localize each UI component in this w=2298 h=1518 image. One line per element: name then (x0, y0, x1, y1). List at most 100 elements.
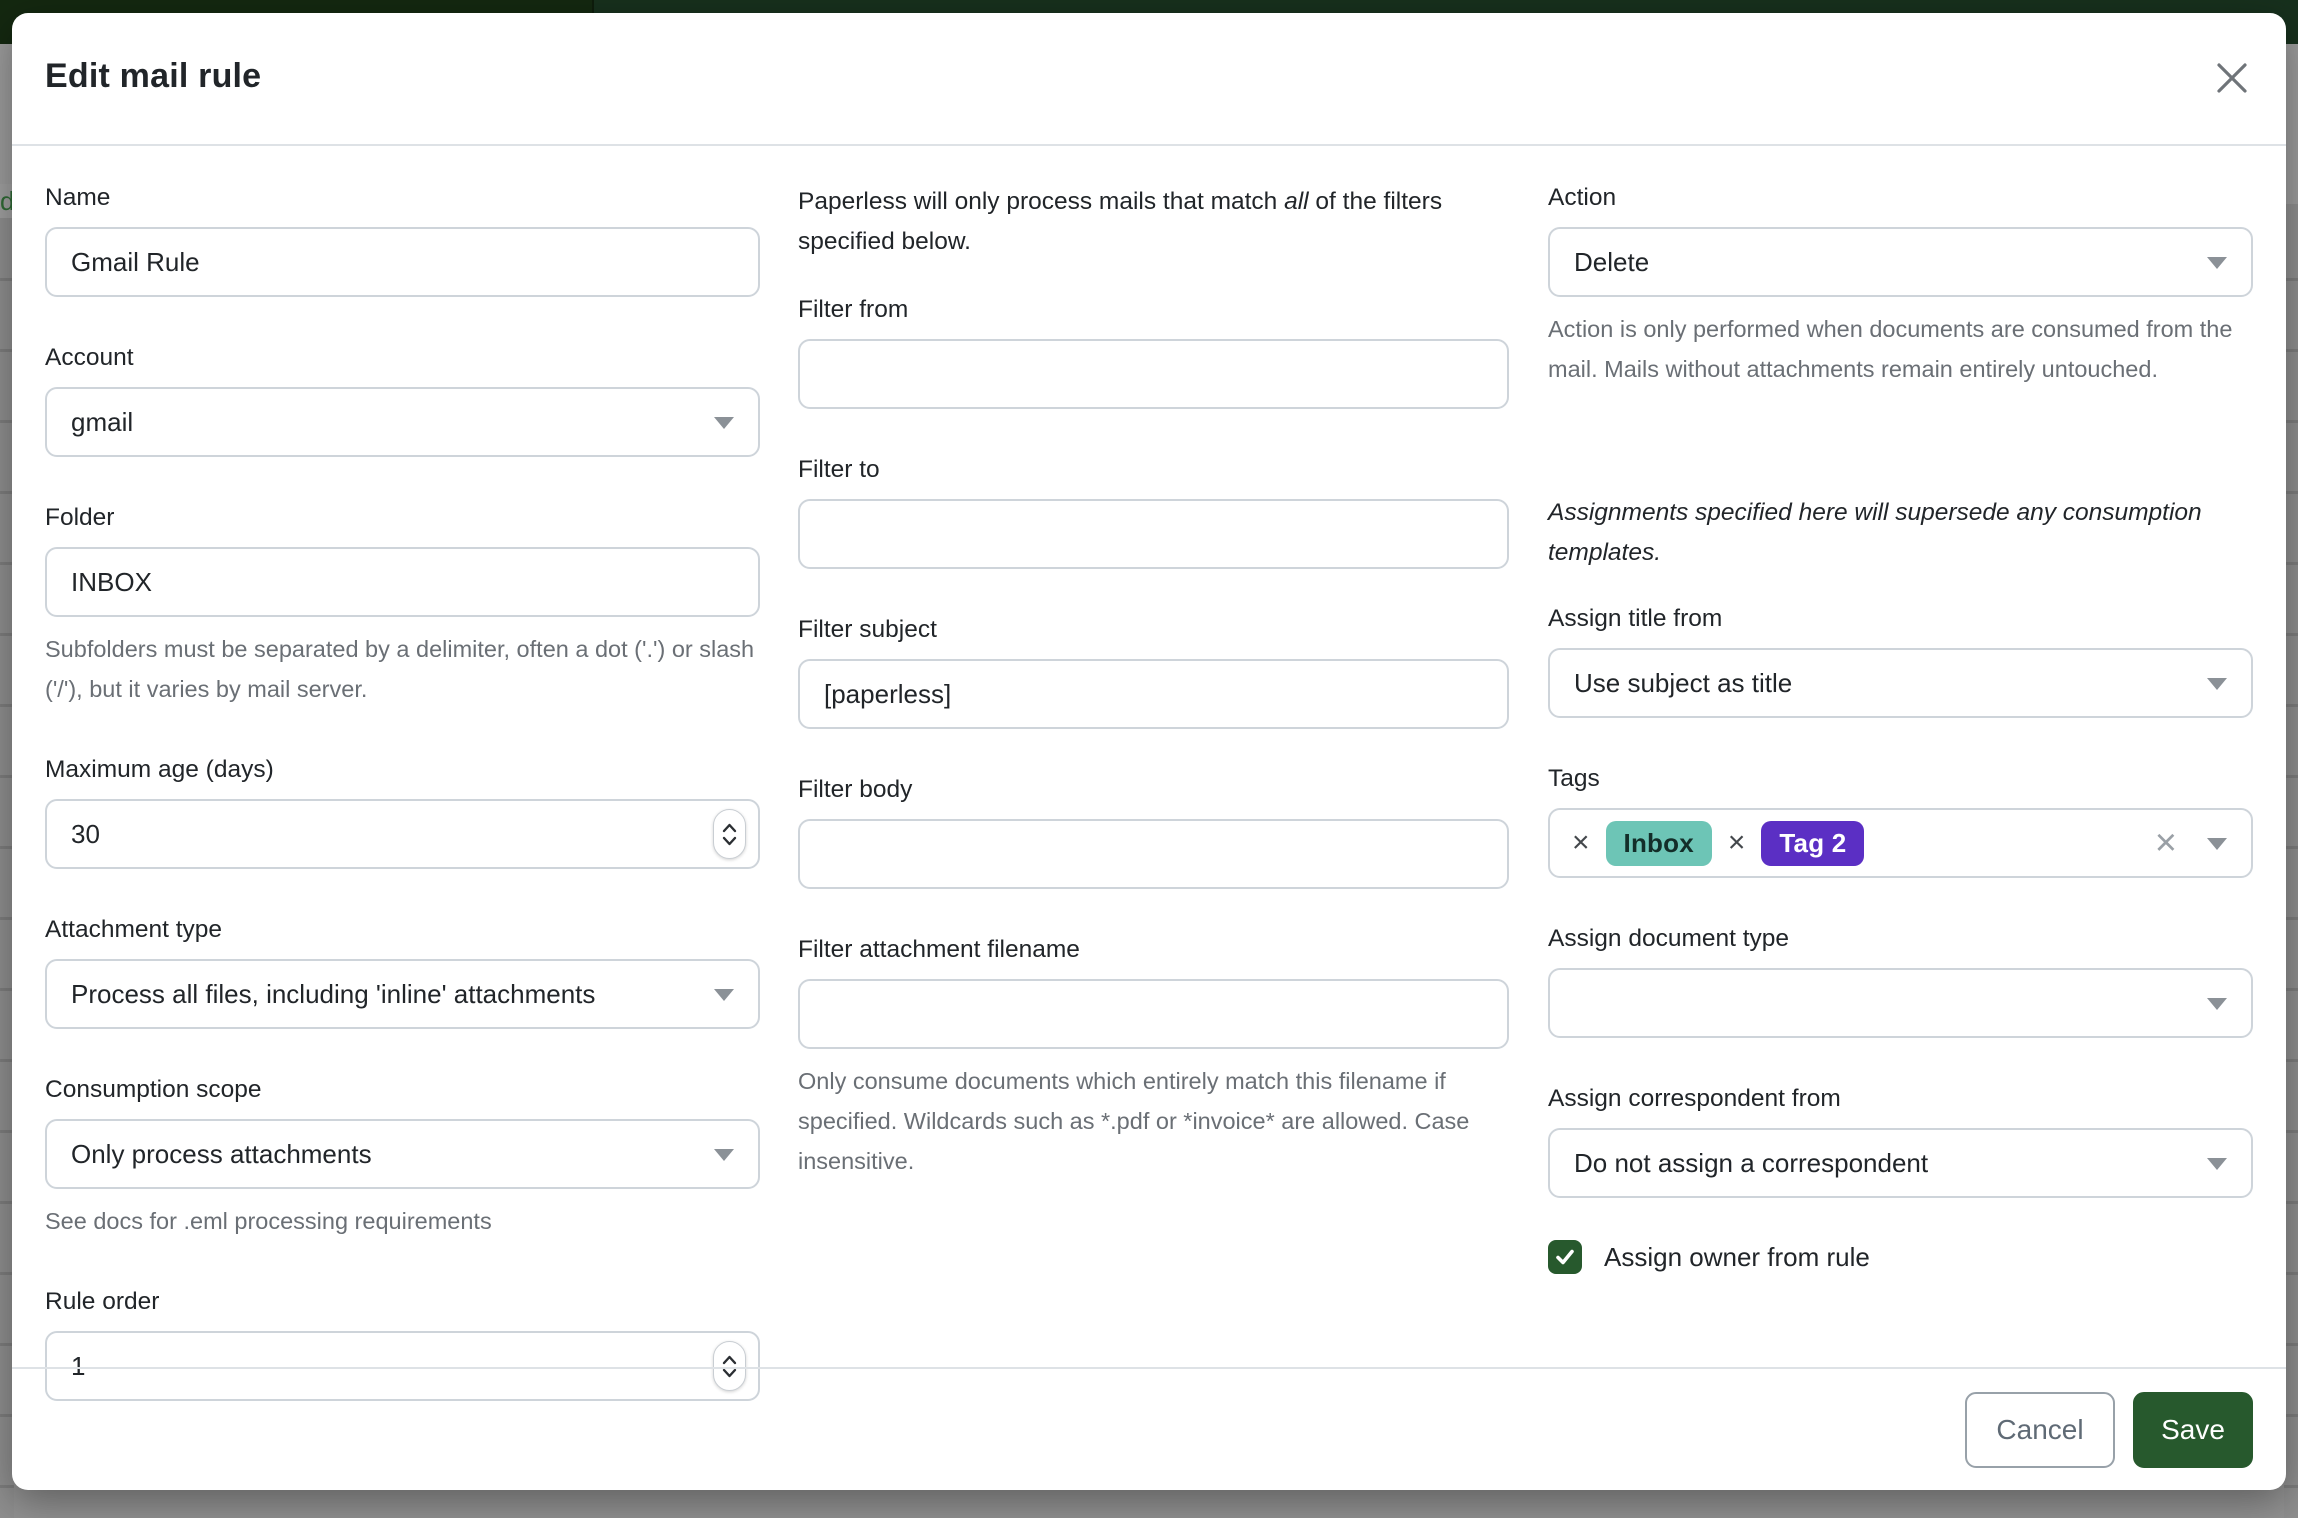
filter-from-input[interactable] (798, 339, 1509, 409)
action-field: Action Delete Action is only performed w… (1548, 182, 2253, 389)
column-filters: Paperless will only process mails that m… (798, 182, 1509, 1226)
attachment-type-field: Attachment type Process all files, inclu… (45, 914, 760, 1029)
assign-owner-label: Assign owner from rule (1604, 1241, 1870, 1272)
assign-correspondent-from-select-value: Do not assign a correspondent (1574, 1147, 1929, 1178)
cancel-button[interactable]: Cancel (1965, 1391, 2115, 1468)
assign-title-from-field: Assign title from Use subject as title (1548, 603, 2253, 718)
tags-multiselect[interactable]: × Inbox × Tag 2 × (1548, 808, 2253, 878)
assign-title-from-label: Assign title from (1548, 605, 1723, 632)
close-button[interactable] (2208, 55, 2256, 103)
column-actions: Action Delete Action is only performed w… (1548, 182, 2253, 1274)
name-label: Name (45, 184, 111, 211)
rule-order-input[interactable] (45, 1331, 760, 1401)
folder-help-text: Subfolders must be separated by a delimi… (45, 636, 755, 702)
assign-owner-checkbox[interactable] (1548, 1240, 1582, 1274)
edit-mail-rule-modal: Edit mail rule Name Account gmail Folder (12, 13, 2286, 1490)
assign-document-type-field: Assign document type (1548, 923, 2253, 1038)
caret-down-icon (2207, 678, 2227, 690)
assign-title-from-select-value: Use subject as title (1574, 667, 1793, 698)
caret-down-icon (714, 989, 734, 1001)
background-page-right-edge (2284, 44, 2298, 1518)
chevron-down-icon (722, 836, 737, 845)
tag-pill-inbox: Inbox (1605, 820, 1712, 866)
folder-label: Folder (45, 504, 115, 531)
save-button[interactable]: Save (2133, 1391, 2253, 1468)
filter-attachment-filename-input[interactable] (798, 979, 1509, 1049)
action-label: Action (1548, 184, 1617, 211)
chevron-down-icon (722, 1368, 737, 1377)
consumption-scope-label: Consumption scope (45, 1076, 262, 1103)
attachment-type-select-value: Process all files, including 'inline' at… (71, 978, 596, 1009)
rule-order-label: Rule order (45, 1288, 160, 1315)
rule-order-field: Rule order (45, 1286, 760, 1401)
modal-title: Edit mail rule (45, 57, 262, 95)
remove-tag-icon[interactable]: × (1727, 826, 1746, 859)
assign-correspondent-from-field: Assign correspondent from Do not assign … (1548, 1083, 2253, 1198)
background-link-fragment: d (0, 184, 14, 218)
assign-correspondent-from-select[interactable]: Do not assign a correspondent (1548, 1128, 2253, 1198)
consumption-scope-help-text: See docs for .eml processing requirement… (45, 1208, 492, 1234)
attachment-type-label: Attachment type (45, 916, 223, 943)
filter-subject-input[interactable] (798, 659, 1509, 729)
remove-tag-icon[interactable]: × (1572, 826, 1590, 859)
folder-input[interactable] (45, 547, 760, 617)
modal-footer: Cancel Save (12, 1367, 2286, 1490)
filter-to-input[interactable] (798, 499, 1509, 569)
filter-attachment-filename-help-text: Only consume documents which entirely ma… (798, 1068, 1470, 1174)
assignments-note: Assignments specified here will supersed… (1548, 499, 2202, 566)
account-select[interactable]: gmail (45, 387, 760, 457)
filter-subject-label: Filter subject (798, 616, 937, 643)
filter-from-field: Filter from (798, 294, 1509, 409)
attachment-type-select[interactable]: Process all files, including 'inline' at… (45, 959, 760, 1029)
background-page-left-edge: d (0, 44, 14, 1518)
background-page-band (2284, 44, 2298, 204)
account-select-value: gmail (71, 406, 134, 437)
clear-tags-icon[interactable]: × (2154, 822, 2177, 864)
chevron-up-icon (722, 1355, 737, 1364)
maximum-age-input[interactable] (45, 799, 760, 869)
action-help-text: Action is only performed when documents … (1548, 316, 2233, 382)
filter-to-field: Filter to (798, 454, 1509, 569)
filter-attachment-filename-label: Filter attachment filename (798, 936, 1080, 963)
filter-body-field: Filter body (798, 774, 1509, 889)
account-field: Account gmail (45, 342, 760, 457)
chevron-up-icon (722, 823, 737, 832)
filter-subject-field: Filter subject (798, 614, 1509, 729)
tags-label: Tags (1548, 765, 1600, 792)
assign-title-from-select[interactable]: Use subject as title (1548, 648, 2253, 718)
assign-owner-row: Assign owner from rule (1548, 1240, 2253, 1274)
assign-document-type-select[interactable] (1548, 968, 2253, 1038)
maximum-age-field: Maximum age (days) (45, 754, 760, 869)
filter-attachment-filename-field: Filter attachment filename Only consume … (798, 934, 1509, 1181)
caret-down-icon (714, 417, 734, 429)
caret-down-icon (2207, 998, 2227, 1010)
number-stepper[interactable] (713, 809, 746, 859)
caret-down-icon (2207, 1158, 2227, 1170)
background-page-band (0, 44, 14, 204)
column-general: Name Account gmail Folder Subfolders mus… (45, 182, 760, 1446)
action-select[interactable]: Delete (1548, 227, 2253, 297)
filter-body-input[interactable] (798, 819, 1509, 889)
assign-document-type-label: Assign document type (1548, 925, 1790, 952)
maximum-age-label: Maximum age (days) (45, 756, 274, 783)
consumption-scope-select-value: Only process attachments (71, 1138, 372, 1169)
account-label: Account (45, 344, 134, 371)
tag-pill-tag2: Tag 2 (1761, 820, 1865, 866)
name-field: Name (45, 182, 760, 297)
folder-field: Folder Subfolders must be separated by a… (45, 502, 760, 709)
filter-from-label: Filter from (798, 296, 909, 323)
number-stepper[interactable] (713, 1341, 746, 1391)
name-input[interactable] (45, 227, 760, 297)
tags-field: Tags × Inbox × Tag 2 × (1548, 763, 2253, 878)
assign-correspondent-from-label: Assign correspondent from (1548, 1085, 1841, 1112)
filters-intro-text: Paperless will only process mails that m… (798, 188, 1443, 255)
close-icon (2213, 59, 2251, 100)
filter-body-label: Filter body (798, 776, 913, 803)
consumption-scope-select[interactable]: Only process attachments (45, 1119, 760, 1189)
consumption-scope-field: Consumption scope Only process attachmen… (45, 1074, 760, 1241)
caret-down-icon (2207, 257, 2227, 269)
filter-to-label: Filter to (798, 456, 880, 483)
caret-down-icon (714, 1149, 734, 1161)
modal-header: Edit mail rule (12, 13, 2286, 146)
check-icon (1556, 1249, 1574, 1265)
